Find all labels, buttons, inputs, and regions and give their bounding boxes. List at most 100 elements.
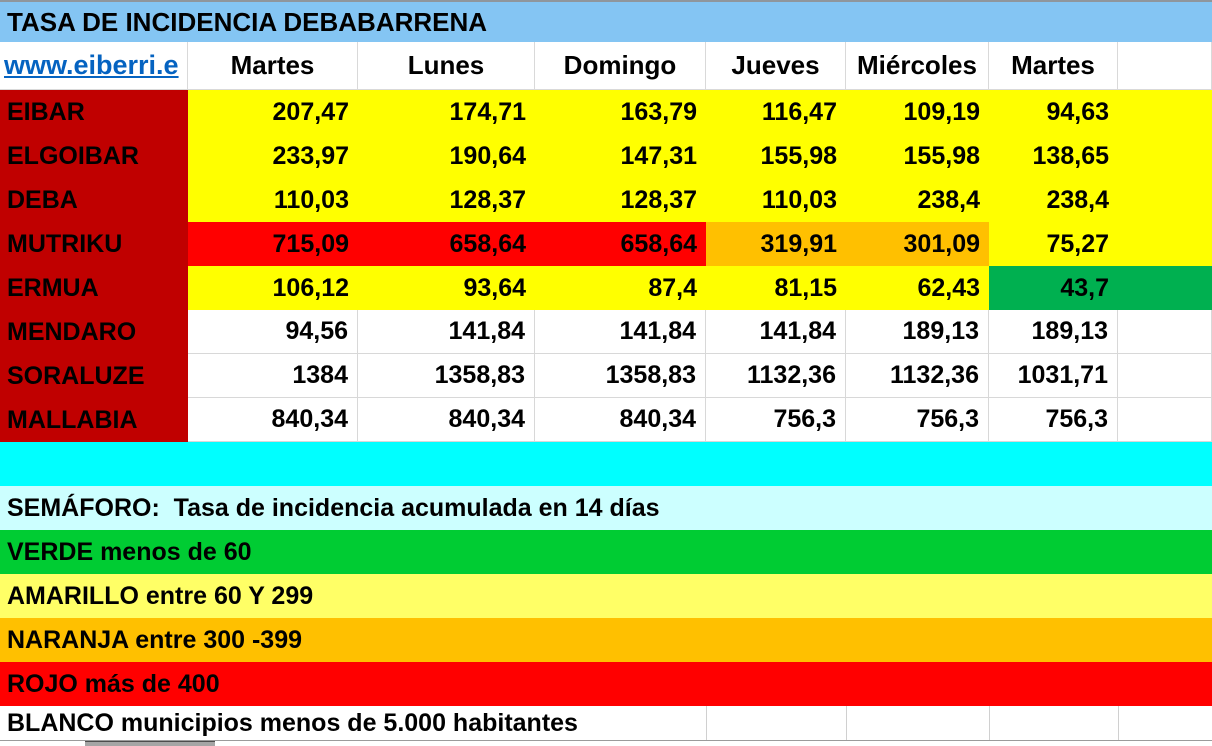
table-cell-empty[interactable] [1118,398,1212,442]
table-cell[interactable]: 110,03 [188,178,358,222]
table-cell[interactable]: 301,09 [846,222,989,266]
table-cell[interactable]: 189,13 [989,310,1118,354]
gridline [1118,706,1119,740]
table-cell-empty[interactable] [1118,134,1212,178]
table-row: ERMUA 106,12 93,64 87,4 81,15 62,43 43,7 [0,266,1212,310]
table-cell[interactable]: 319,91 [706,222,846,266]
legend: VERDE menos de 60 AMARILLO entre 60 Y 299… [0,530,1212,740]
table-cell[interactable]: 190,64 [358,134,535,178]
table-cell-empty[interactable] [1118,90,1212,134]
row-label[interactable]: ERMUA [0,266,188,310]
table-row: MUTRIKU 715,09 658,64 658,64 319,91 301,09 75,… [0,222,1212,266]
table-row: DEBA 110,03 128,37 128,37 110,03 238,4 238,4 [0,178,1212,222]
table-cell[interactable]: 43,7 [989,266,1118,310]
column-header[interactable]: Domingo [535,42,706,90]
table-cell[interactable]: 756,3 [846,398,989,442]
table-cell[interactable]: 1384 [188,354,358,398]
table-cell[interactable]: 94,56 [188,310,358,354]
table-cell[interactable]: 155,98 [706,134,846,178]
row-label[interactable]: ELGOIBAR [0,134,188,178]
legend-label: NARANJA entre 300 -399 [7,625,303,654]
column-header[interactable]: Martes [188,42,358,90]
row-label[interactable]: MUTRIKU [0,222,188,266]
table-cell[interactable]: 128,37 [535,178,706,222]
table-cell[interactable]: 87,4 [535,266,706,310]
table-cell[interactable]: 756,3 [706,398,846,442]
title-bar[interactable]: TASA DE INCIDENCIA DEBABARRENA [0,0,1212,42]
gray-cell [85,741,215,746]
table-cell[interactable]: 840,34 [188,398,358,442]
table-cell[interactable]: 93,64 [358,266,535,310]
cyan-strip [0,442,1212,486]
table-cell[interactable]: 840,34 [358,398,535,442]
website-link-cell[interactable]: www.eiberri.e [0,42,188,90]
table-cell-empty[interactable] [1118,178,1212,222]
table-cell[interactable]: 141,84 [358,310,535,354]
table-cell[interactable]: 1358,83 [535,354,706,398]
table-cell[interactable]: 756,3 [989,398,1118,442]
website-link[interactable]: www.eiberri.e [4,50,179,80]
gridline [706,706,707,740]
table-cell[interactable]: 1132,36 [846,354,989,398]
table-cell[interactable]: 1132,36 [706,354,846,398]
legend-label: ROJO más de 400 [7,669,220,698]
table-cell-empty[interactable] [1118,310,1212,354]
row-label[interactable]: MALLABIA [0,398,188,442]
table-cell[interactable]: 110,03 [706,178,846,222]
legend-label: BLANCO municipios menos de 5.000 habitan… [7,708,578,737]
table-cell[interactable]: 147,31 [535,134,706,178]
table-cell[interactable]: 174,71 [358,90,535,134]
table-cell[interactable]: 106,12 [188,266,358,310]
table-row: SORALUZE 1384 1358,83 1358,83 1132,36 1132,36… [0,354,1212,398]
table-cell[interactable]: 658,64 [535,222,706,266]
legend-row[interactable]: AMARILLO entre 60 Y 299 [0,574,1212,618]
legend-row[interactable]: NARANJA entre 300 -399 [0,618,1212,662]
column-header-empty[interactable] [1118,42,1212,90]
gridline [989,706,990,740]
table-cell[interactable]: 233,97 [188,134,358,178]
row-label[interactable]: DEBA [0,178,188,222]
table-cell[interactable]: 1031,71 [989,354,1118,398]
table-row: MALLABIA 840,34 840,34 840,34 756,3 756,3 756,… [0,398,1212,442]
legend-heading-row[interactable]: SEMÁFORO: Tasa de incidencia acumulada e… [0,486,1212,530]
row-label[interactable]: EIBAR [0,90,188,134]
table-cell[interactable]: 163,79 [535,90,706,134]
table-cell[interactable]: 715,09 [188,222,358,266]
column-header[interactable]: Jueves [706,42,846,90]
table-cell[interactable]: 238,4 [846,178,989,222]
table-row: EIBAR 207,47 174,71 163,79 116,47 109,19 94,63 [0,90,1212,134]
column-header[interactable]: Martes [989,42,1118,90]
column-header[interactable]: Lunes [358,42,535,90]
row-label[interactable]: SORALUZE [0,354,188,398]
table-cell[interactable]: 207,47 [188,90,358,134]
partial-next-row [0,740,1212,746]
legend-row[interactable]: BLANCO municipios menos de 5.000 habitan… [0,706,1212,740]
legend-row[interactable]: VERDE menos de 60 [0,530,1212,574]
table-cell[interactable]: 141,84 [535,310,706,354]
table-cell[interactable]: 94,63 [989,90,1118,134]
table-cell[interactable]: 658,64 [358,222,535,266]
table-row: MENDARO 94,56 141,84 141,84 141,84 189,13 189,… [0,310,1212,354]
table-cell-empty[interactable] [1118,222,1212,266]
legend-label: AMARILLO entre 60 Y 299 [7,581,314,610]
table-cell[interactable]: 1358,83 [358,354,535,398]
table-cell-empty[interactable] [1118,354,1212,398]
table-cell[interactable]: 141,84 [706,310,846,354]
legend-heading: SEMÁFORO: Tasa de incidencia acumulada e… [7,493,660,522]
row-label[interactable]: MENDARO [0,310,188,354]
table-cell[interactable]: 62,43 [846,266,989,310]
column-header[interactable]: Miércoles [846,42,989,90]
table-cell[interactable]: 155,98 [846,134,989,178]
table-cell[interactable]: 238,4 [989,178,1118,222]
table-cell[interactable]: 109,19 [846,90,989,134]
table-cell[interactable]: 128,37 [358,178,535,222]
table-cell[interactable]: 138,65 [989,134,1118,178]
table-cell[interactable]: 75,27 [989,222,1118,266]
table-cell[interactable]: 840,34 [535,398,706,442]
table-cell[interactable]: 189,13 [846,310,989,354]
table-cell-empty[interactable] [1118,266,1212,310]
legend-row[interactable]: ROJO más de 400 [0,662,1212,706]
table-cell[interactable]: 81,15 [706,266,846,310]
table-cell[interactable]: 116,47 [706,90,846,134]
